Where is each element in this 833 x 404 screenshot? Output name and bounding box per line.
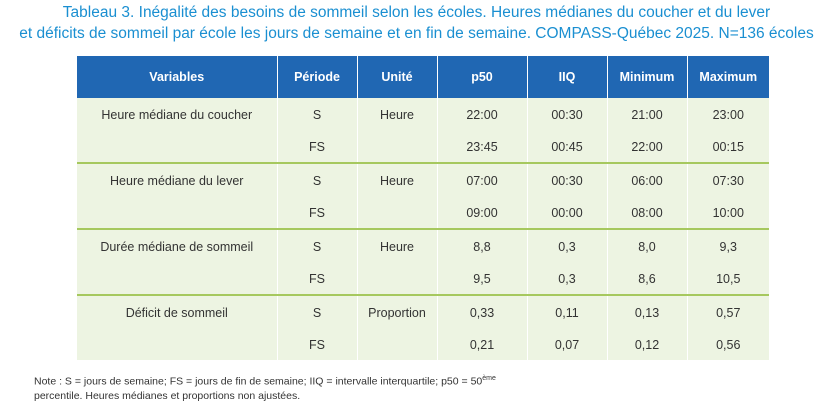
cell-unite [356,264,437,295]
cell-maximum: 07:30 [686,162,769,198]
note-line-1: Note : S = jours de semaine; FS = jours … [34,375,483,388]
cell-p50: 9,5 [436,264,527,295]
table-row: Heure médiane du coucher S Heure 22:00 00:30… [77,98,769,132]
cell-maximum: 9,3 [686,228,769,264]
table-row: FS 0,21 0,07 0,12 0,56 [77,330,769,360]
cell-minimum: 08:00 [606,198,687,229]
cell-p50: 23:45 [436,132,527,163]
note-superscript: ème [482,375,496,382]
title-line-2: et déficits de sommeil par école les jou… [19,25,814,42]
data-table-container: Variables Période Unité p50 IIQ Minimum … [77,56,769,360]
cell-unite [356,330,437,360]
header-p50: p50 [436,56,527,98]
table-row: Déficit de sommeil S Proportion 0,33 0,11 0,1… [77,294,769,330]
cell-periode: S [276,294,357,330]
header-variables: Variables [77,56,277,98]
cell-unite [356,198,437,229]
cell-p50: 22:00 [436,98,527,132]
cell-unite: Heure [356,228,437,264]
cell-p50: 0,33 [436,294,527,330]
cell-iiq: 00:30 [526,162,607,198]
cell-iiq: 0,3 [526,264,607,295]
cell-maximum: 23:00 [686,98,769,132]
cell-maximum: 0,57 [686,294,769,330]
cell-variable [77,198,277,229]
cell-variable: Heure médiane du lever [77,162,277,198]
cell-variable [77,264,277,295]
table-row: Durée médiane de sommeil S Heure 8,8 0,3 8,0 9… [77,228,769,264]
cell-unite: Proportion [356,294,437,330]
cell-minimum: 0,13 [606,294,687,330]
cell-minimum: 8,6 [606,264,687,295]
cell-unite: Heure [356,162,437,198]
header-unite: Unité [356,56,437,98]
table-note: Note : S = jours de semaine; FS = jours … [34,372,554,403]
cell-unite [356,132,437,163]
table-row: FS 23:45 00:45 22:00 00:15 [77,132,769,163]
cell-variable: Durée médiane de sommeil [77,228,277,264]
cell-p50: 0,21 [436,330,527,360]
cell-periode: FS [276,264,357,295]
table-row: FS 9,5 0,3 8,6 10,5 [77,264,769,295]
cell-variable: Heure médiane du coucher [101,108,253,122]
cell-unite: Heure [356,98,437,132]
cell-minimum: 22:00 [606,132,687,163]
cell-maximum: 10,5 [686,264,769,295]
table-title: Tableau 3. Inégalité des besoins de somm… [0,2,833,44]
header-periode: Période [276,56,357,98]
cell-minimum: 8,0 [606,228,687,264]
table-row: FS 09:00 00:00 08:00 10:00 [77,198,769,229]
cell-variable [77,330,277,360]
cell-minimum: 06:00 [606,162,687,198]
title-line-1: Tableau 3. Inégalité des besoins de somm… [62,4,771,21]
cell-maximum: 0,56 [686,330,769,360]
cell-periode: S [276,162,357,198]
cell-minimum: 0,12 [606,330,687,360]
cell-periode: S [276,228,357,264]
cell-variable [77,132,277,163]
cell-iiq: 0,3 [526,228,607,264]
data-table: Variables Période Unité p50 IIQ Minimum … [77,56,769,360]
table-row: Heure médiane du lever S Heure 07:00 00:30 06… [77,162,769,198]
cell-p50: 07:00 [436,162,527,198]
cell-minimum: 21:00 [606,98,687,132]
cell-maximum: 00:15 [686,132,769,163]
cell-periode: FS [276,330,357,360]
header-maximum: Maximum [686,56,769,98]
cell-periode: FS [276,132,357,163]
cell-iiq: 0,11 [526,294,607,330]
cell-iiq: 00:30 [526,98,607,132]
cell-maximum: 10:00 [686,198,769,229]
note-line-2: percentile. Heures médianes et proportio… [34,389,301,402]
cell-p50: 8,8 [436,228,527,264]
header-minimum: Minimum [606,56,687,98]
cell-periode: S [276,98,357,132]
cell-iiq: 00:45 [526,132,607,163]
header-iiq: IIQ [526,56,607,98]
cell-variable: Déficit de sommeil [77,294,277,330]
cell-iiq: 00:00 [526,198,607,229]
cell-p50: 09:00 [436,198,527,229]
table-header-row: Variables Période Unité p50 IIQ Minimum … [77,56,769,98]
cell-periode: FS [276,198,357,229]
cell-iiq: 0,07 [526,330,607,360]
